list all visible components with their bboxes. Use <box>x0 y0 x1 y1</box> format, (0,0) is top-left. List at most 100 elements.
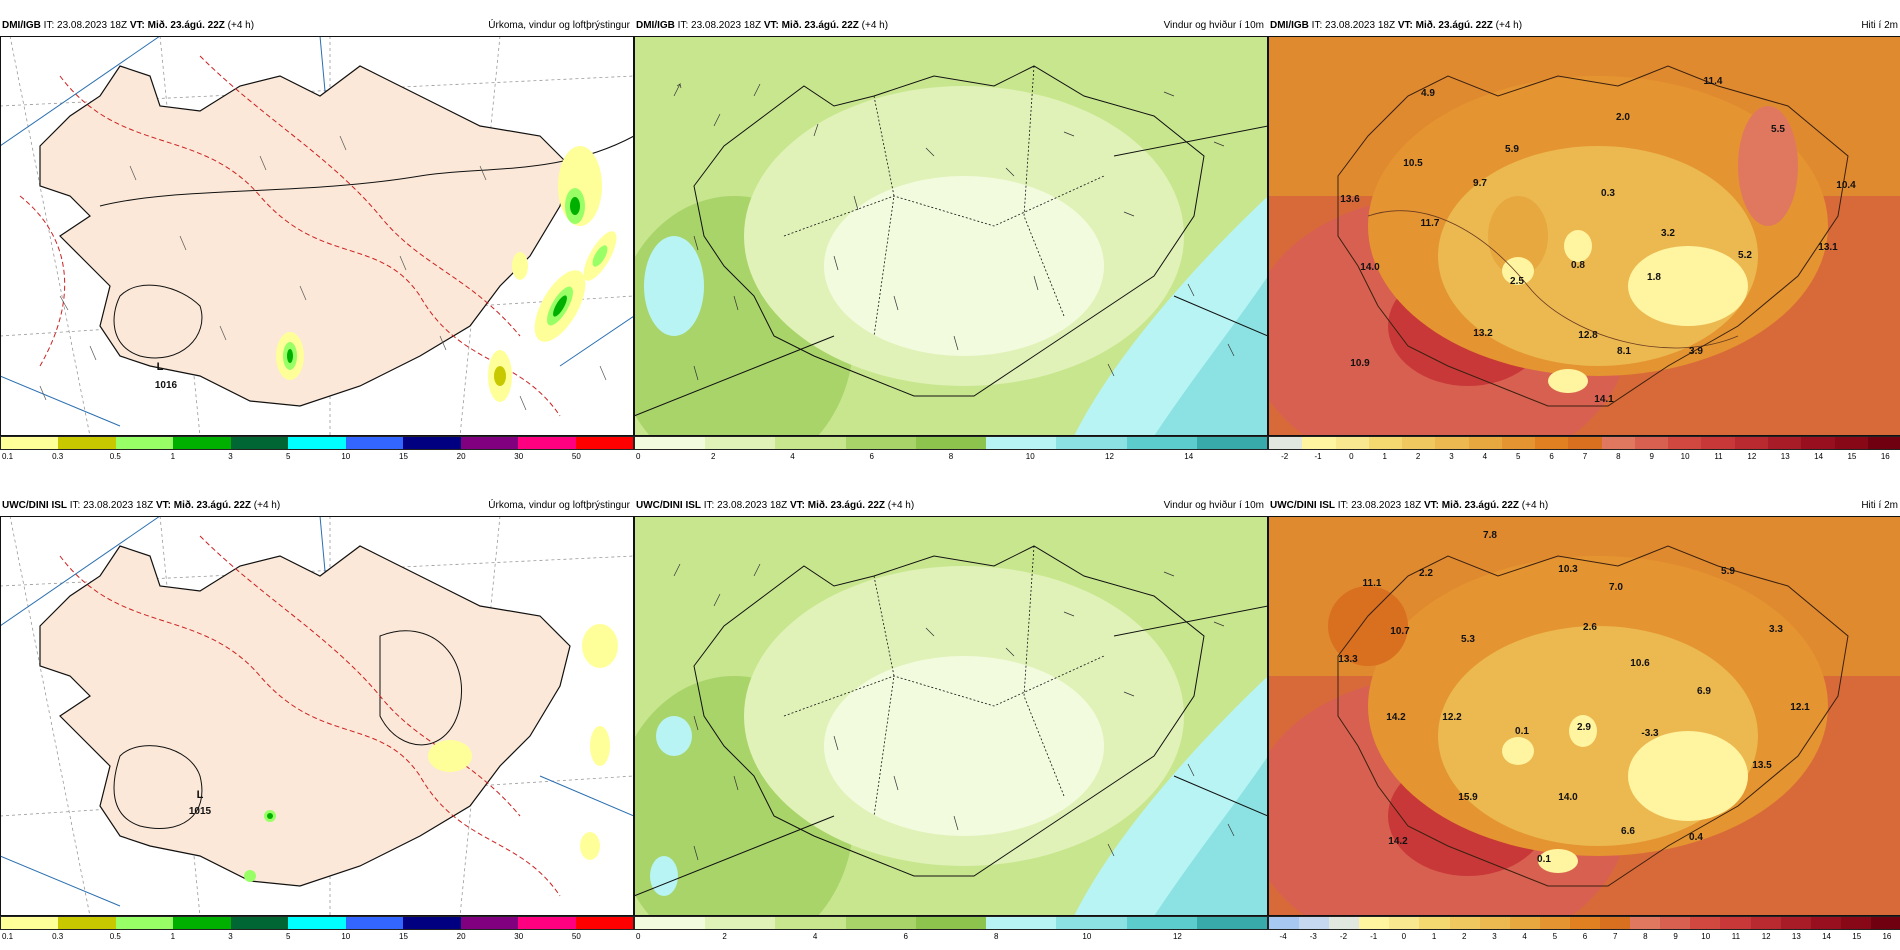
colorbar-swatch <box>115 917 174 929</box>
temperature-value: 11.1 <box>1363 578 1382 589</box>
model-name: DMI/IGB <box>1270 20 1309 31</box>
colorbar-swatch <box>1734 437 1768 449</box>
colorbar-swatch <box>1750 917 1781 929</box>
valid-time: Mið. 23.ágú. 22Z <box>1441 500 1519 511</box>
colorbar-swatch <box>1056 437 1127 449</box>
panel-dmi-wind: DMI/IGB IT: 23.08.2023 18Z VT: Mið. 23.á… <box>634 0 1268 470</box>
colorbar-swatch <box>1302 437 1336 449</box>
scale-tick-label: 3 <box>228 452 233 461</box>
colorbar-swatch <box>1535 437 1569 449</box>
panel-header-left: UWC/DINI ISL IT: 23.08.2023 18Z VT: Mið.… <box>1270 498 1548 514</box>
scale-tick-label: 8 <box>948 452 954 461</box>
scale-tick-label: 30 <box>514 452 524 461</box>
colorbar-swatch <box>1196 437 1267 449</box>
colorbar-swatch <box>1196 917 1267 929</box>
model-name: DMI/IGB <box>2 20 41 31</box>
scale-tick-label: 0 <box>636 452 641 461</box>
panel-dmi-temp: DMI/IGB IT: 23.08.2023 18Z VT: Mið. 23.á… <box>1268 0 1900 470</box>
temperature-value: 0.8 <box>1571 260 1585 271</box>
scale-tick-label: 0 <box>1401 932 1407 941</box>
colorbar-swatch <box>1539 917 1570 929</box>
panel-header: DMI/IGB IT: 23.08.2023 18Z VT: Mið. 23.á… <box>1268 18 1900 34</box>
valid-time: Mið. 23.ágú. 22Z <box>173 500 251 511</box>
scale-tick-label: 3 <box>1449 452 1454 461</box>
lead-time: (+4 h) <box>861 20 889 31</box>
panel-header: UWC/DINI ISL IT: 23.08.2023 18Z VT: Mið.… <box>0 498 634 514</box>
scale-tick-label: 16 <box>1880 452 1890 461</box>
colorbar-swatch <box>1509 917 1540 929</box>
panel-title: Vindur og hviður í 10m <box>1163 20 1264 31</box>
colorbar-swatch <box>1126 437 1197 449</box>
scale-tick-label: 14 <box>1184 452 1194 461</box>
scale-tick-label: 2 <box>1462 932 1467 941</box>
isobar <box>99 135 634 207</box>
colorbar-swatch <box>403 437 461 449</box>
isotherm <box>59 75 561 417</box>
panel-title: Úrkoma, vindur og loftþrýstingur <box>488 20 630 31</box>
colorbar-swatch <box>173 437 231 449</box>
temperature-value: 2.9 <box>1577 722 1591 733</box>
colorbar-swatch <box>986 437 1057 449</box>
scale-tick-label: 15 <box>1847 452 1857 461</box>
panel-title: Vindur og hviður í 10m <box>1163 500 1264 511</box>
colorbar-swatch <box>1419 917 1450 929</box>
precip-colorbar <box>0 916 634 930</box>
scale-tick-label: 4 <box>1482 452 1488 461</box>
temp-colorbar <box>1268 436 1900 450</box>
temperature-value: 0.1 <box>1515 726 1529 737</box>
valid-time-label: VT: <box>1397 20 1413 31</box>
colorbar-swatch <box>1468 437 1502 449</box>
colorbar-swatch <box>1389 917 1420 929</box>
valid-time: Mið. 23.ágú. 22Z <box>781 20 859 31</box>
wind-scale-ticks: 0 2 4 6 8 10 12 14 <box>634 452 1268 464</box>
wind-colorbar <box>634 436 1268 450</box>
temperature-value: 0.4 <box>1689 832 1703 843</box>
panel-header-left: UWC/DINI ISL IT: 23.08.2023 18Z VT: Mið.… <box>2 498 280 514</box>
temperature-value: 10.9 <box>1350 358 1370 369</box>
scale-tick-label: 12 <box>1172 932 1182 941</box>
scale-tick-label: -4 <box>1279 932 1287 941</box>
temperature-value: 8.1 <box>1617 346 1631 357</box>
scale-tick-label: 0 <box>1349 452 1354 461</box>
temperature-value: 14.1 <box>1594 394 1614 405</box>
colorbar-swatch <box>1402 437 1436 449</box>
scale-tick-label: 5 <box>285 452 291 461</box>
lead-time: (+4 h) <box>253 500 281 511</box>
initial-time: IT: 23.08.2023 18Z <box>677 20 762 31</box>
valid-time-label: VT: <box>789 500 805 511</box>
colorbar-swatch <box>288 437 346 449</box>
scale-tick-label: 12 <box>1761 932 1771 941</box>
scale-tick-label: 10 <box>1082 932 1092 941</box>
colorbar-swatch <box>986 917 1057 929</box>
scale-tick-label: 1 <box>170 452 176 461</box>
wind-map-svg <box>634 36 1268 436</box>
scale-tick-label: 10 <box>341 932 351 941</box>
scale-tick-label: 0.3 <box>52 452 64 461</box>
temperature-value: 3.3 <box>1769 624 1783 635</box>
low-pressure-value: 1016 <box>155 380 178 391</box>
low-pressure-label: L <box>157 361 164 373</box>
colorbar-swatch <box>403 917 461 929</box>
colorbar-swatch <box>1359 917 1390 929</box>
valid-time: Mið. 23.ágú. 22Z <box>147 20 225 31</box>
lead-time: (+4 h) <box>1521 500 1549 511</box>
colorbar-swatch <box>1335 437 1369 449</box>
scale-tick-label: 50 <box>571 452 581 461</box>
panel-header: UWC/DINI ISL IT: 23.08.2023 18Z VT: Mið.… <box>634 498 1268 514</box>
scale-tick-label: -3 <box>1309 932 1317 941</box>
colorbar-swatch <box>1368 437 1403 449</box>
scale-tick-label: 6 <box>1582 932 1588 941</box>
colorbar-swatch <box>1634 437 1669 449</box>
precip-scale-ticks: 0.1 0.3 0.5 1 3 5 10 15 20 30 50 <box>0 932 634 944</box>
temperature-value: 3.9 <box>1689 346 1703 357</box>
temperature-value: 6.6 <box>1621 826 1635 837</box>
valid-time-label: VT: <box>763 20 779 31</box>
colorbar-swatch <box>1840 917 1871 929</box>
temperature-value: 10.3 <box>1558 564 1578 575</box>
colorbar-swatch <box>288 917 346 929</box>
precip-map-svg: L 1016 <box>0 36 634 436</box>
scale-tick-label: 20 <box>456 452 466 461</box>
temperature-value: 14.0 <box>1360 262 1380 273</box>
panel-title: Hiti í 2m <box>1861 500 1898 511</box>
scale-tick-label: 11 <box>1714 452 1723 461</box>
